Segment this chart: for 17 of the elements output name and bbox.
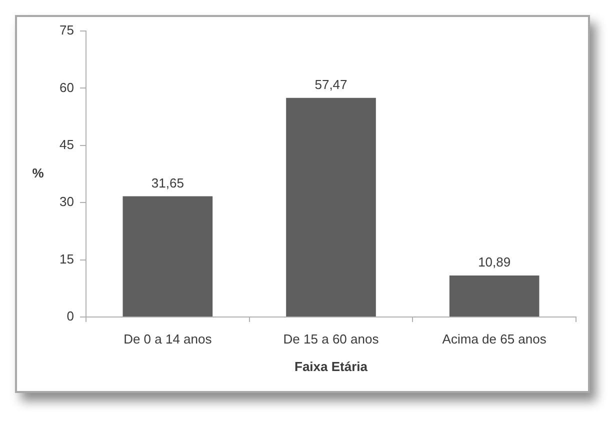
y-tick-label: 0	[66, 308, 74, 324]
x-tick-label: Acima de 65 anos	[442, 331, 547, 346]
y-tick-label: 75	[60, 22, 74, 38]
bar	[122, 196, 213, 316]
data-label: 57,47	[314, 76, 348, 92]
data-label: 10,89	[478, 254, 511, 270]
x-axis-title: Faixa Etária	[294, 358, 368, 374]
y-tick-label: 60	[60, 80, 74, 95]
data-label: 31,65	[151, 175, 184, 190]
x-tick-label: De 15 a 60 anos	[283, 331, 380, 346]
bar	[449, 275, 540, 316]
y-tick-label: 45	[60, 136, 74, 152]
y-tick-label: 15	[60, 251, 74, 266]
bar	[286, 98, 376, 316]
x-tick-label: De 0 a 14 anos	[124, 331, 212, 346]
y-axis-title: %	[32, 166, 44, 181]
y-tick-label: 30	[60, 194, 74, 210]
